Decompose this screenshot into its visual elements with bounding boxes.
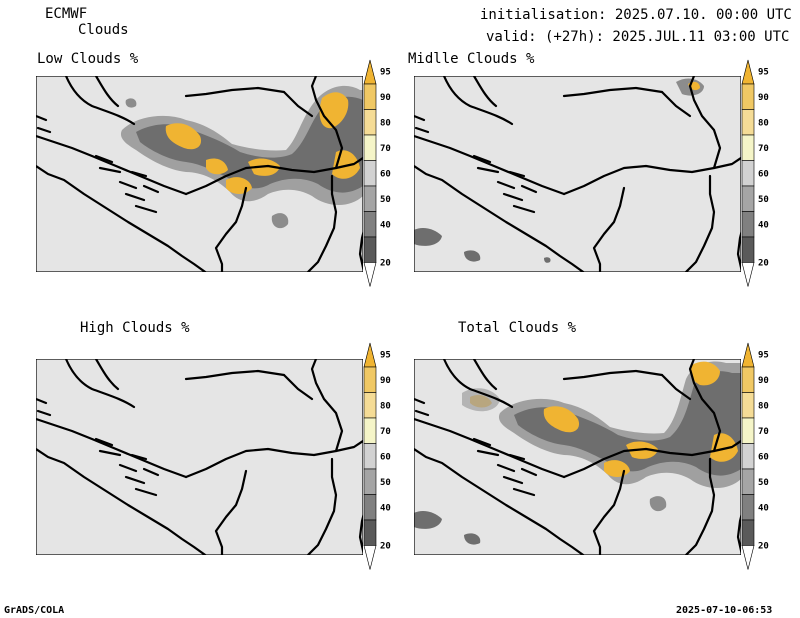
colorbar-segment xyxy=(741,236,755,263)
colorbar-segment xyxy=(741,160,755,187)
colorbar-label: 40 xyxy=(758,220,769,230)
initialisation-time: initialisation: 2025.07.10. 00:00 UTC xyxy=(480,7,792,23)
colorbar-segment xyxy=(363,83,377,110)
colorbar-label: 50 xyxy=(380,195,391,205)
colorbar-segment xyxy=(741,185,755,212)
colorbar-segment xyxy=(741,392,755,419)
colorbar-label: 70 xyxy=(380,144,391,154)
colorbar-total: 20 40 50 60 70 80 90 95 xyxy=(741,342,769,570)
colorbar-label: 50 xyxy=(758,478,769,488)
colorbar-label: 60 xyxy=(380,452,391,462)
colorbar-segment xyxy=(741,468,755,495)
colorbar-segment xyxy=(741,134,755,161)
colorbar-segment xyxy=(363,443,377,470)
colorbar-top-triangle xyxy=(741,59,755,85)
colorbar-segment xyxy=(363,109,377,136)
high-clouds-map xyxy=(36,359,363,555)
product-name: Clouds xyxy=(78,22,129,38)
colorbar-label: 20 xyxy=(380,542,391,552)
colorbar-label: 80 xyxy=(380,118,391,128)
colorbar-segment xyxy=(363,211,377,238)
colorbar-segment xyxy=(363,236,377,263)
colorbar-segment xyxy=(363,160,377,187)
middle-cloud-field xyxy=(414,78,704,263)
colorbar-segment xyxy=(741,443,755,470)
total-clouds-map xyxy=(414,359,741,555)
colorbar-label: 95 xyxy=(380,350,391,360)
colorbar-segment xyxy=(741,417,755,444)
colorbar-segment xyxy=(363,366,377,393)
colorbar-segment xyxy=(741,109,755,136)
colorbar-label: 95 xyxy=(758,350,769,360)
colorbar-label: 90 xyxy=(758,93,769,103)
low-clouds-map xyxy=(36,76,363,272)
colorbar-high: 20 40 50 60 70 80 90 95 xyxy=(363,342,391,570)
colorbar-low: 20 40 50 60 70 80 90 95 xyxy=(363,59,391,287)
middle-clouds-map xyxy=(414,76,741,272)
colorbar-label: 50 xyxy=(380,478,391,488)
model-name: ECMWF xyxy=(45,6,88,22)
colorbar-segment xyxy=(741,83,755,110)
colorbar-segment xyxy=(741,494,755,521)
colorbar-segment xyxy=(363,519,377,546)
colorbar-bottom-triangle xyxy=(741,262,755,287)
footer-software: GrADS/COLA xyxy=(4,605,65,616)
colorbar-label: 90 xyxy=(380,376,391,386)
panel-title-total: Total Clouds % xyxy=(458,320,577,336)
colorbar-top-triangle xyxy=(363,59,377,85)
colorbar-label: 40 xyxy=(380,503,391,513)
colorbar-label: 40 xyxy=(380,220,391,230)
valid-time: valid: (+27h): 2025.JUL.11 03:00 UTC xyxy=(486,29,790,45)
footer-timestamp: 2025-07-10-06:53 xyxy=(676,605,773,616)
colorbar-label: 80 xyxy=(758,118,769,128)
low-cloud-field xyxy=(120,85,363,229)
colorbar-segment xyxy=(363,417,377,444)
colorbar-segment xyxy=(741,211,755,238)
colorbar-label: 90 xyxy=(758,376,769,386)
colorbar-label: 60 xyxy=(758,452,769,462)
colorbar-segment xyxy=(741,366,755,393)
colorbar-label: 60 xyxy=(758,169,769,179)
colorbar-label: 95 xyxy=(380,67,391,77)
colorbar-label: 20 xyxy=(758,259,769,269)
total-cloud-field xyxy=(414,361,741,545)
colorbar-label: 80 xyxy=(380,401,391,411)
colorbar-segment xyxy=(363,494,377,521)
panel-title-middle: Midlle Clouds % xyxy=(408,51,535,67)
colorbar-label: 95 xyxy=(758,67,769,77)
colorbar-label: 50 xyxy=(758,195,769,205)
colorbar-label: 90 xyxy=(380,93,391,103)
colorbar-label: 20 xyxy=(380,259,391,269)
colorbar-label: 70 xyxy=(758,144,769,154)
colorbar-segment xyxy=(363,185,377,212)
colorbar-top-triangle xyxy=(363,342,377,368)
colorbar-label: 20 xyxy=(758,542,769,552)
panel-title-low: Low Clouds % xyxy=(37,51,139,67)
colorbar-middle: 20 40 50 60 70 80 90 95 xyxy=(741,59,769,287)
colorbar-segment xyxy=(741,519,755,546)
panel-title-high: High Clouds % xyxy=(80,320,190,336)
colorbar-top-triangle xyxy=(741,342,755,368)
colorbar-segment xyxy=(363,468,377,495)
colorbar-bottom-triangle xyxy=(741,545,755,570)
colorbar-label: 70 xyxy=(758,427,769,437)
colorbar-label: 40 xyxy=(758,503,769,513)
colorbar-segment xyxy=(363,134,377,161)
colorbar-bottom-triangle xyxy=(363,262,377,287)
colorbar-label: 70 xyxy=(380,427,391,437)
colorbar-segment xyxy=(363,392,377,419)
colorbar-bottom-triangle xyxy=(363,545,377,570)
colorbar-label: 80 xyxy=(758,401,769,411)
colorbar-label: 60 xyxy=(380,169,391,179)
